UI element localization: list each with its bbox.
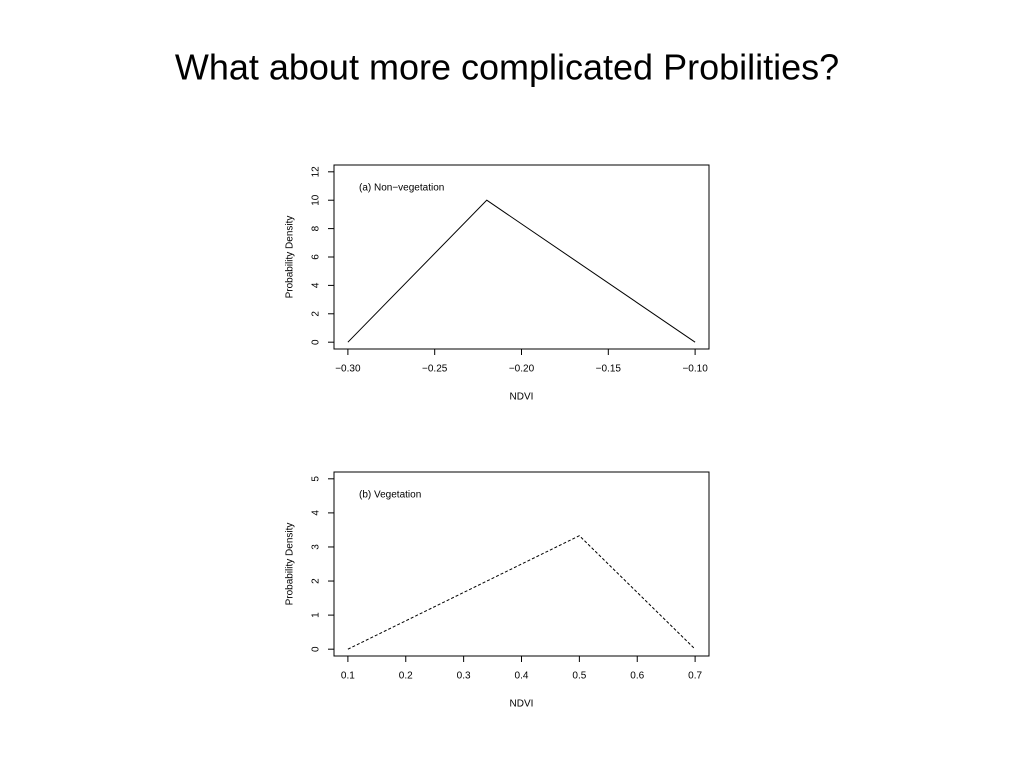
data-line (347, 535, 696, 650)
x-axis-label: NDVI (510, 699, 534, 710)
annotation: (a) Non−vegetation (359, 183, 444, 194)
x-tick-label: 0.7 (688, 671, 702, 682)
x-tick-label: 0.1 (341, 671, 355, 682)
y-tick-label: 6 (311, 254, 322, 260)
x-tick-label: −0.20 (509, 364, 535, 375)
x-tick-label: 0.2 (399, 671, 413, 682)
x-tick-label: 0.3 (457, 671, 471, 682)
y-tick-label: 3 (311, 544, 322, 550)
x-tick-label: −0.25 (422, 364, 448, 375)
x-tick-label: −0.10 (682, 364, 708, 375)
y-tick-label: 8 (311, 225, 322, 231)
y-tick-label: 0 (311, 339, 322, 345)
y-tick-label: 4 (311, 510, 322, 516)
y-tick-label: 4 (311, 282, 322, 288)
y-axis-label: Probability Density (285, 523, 296, 606)
x-tick-label: 0.4 (515, 671, 529, 682)
y-tick-label: 0 (311, 646, 322, 652)
slide-title: What about more complicated Probilities? (175, 47, 839, 88)
annotation: (b) Vegetation (359, 490, 421, 501)
y-axis-label: Probability Density (285, 216, 296, 299)
y-tick-label: 1 (311, 612, 322, 618)
y-tick-label: 2 (311, 578, 322, 584)
y-tick-label: 2 (311, 311, 322, 317)
x-tick-label: −0.15 (596, 364, 622, 375)
x-axis-label: NDVI (510, 392, 534, 403)
data-line (347, 199, 696, 343)
y-tick-label: 5 (311, 476, 322, 482)
x-tick-label: −0.30 (335, 364, 361, 375)
x-tick-label: 0.6 (630, 671, 644, 682)
y-tick-label: 12 (311, 166, 322, 178)
y-tick-label: 10 (311, 194, 322, 206)
x-tick-label: 0.5 (572, 671, 586, 682)
